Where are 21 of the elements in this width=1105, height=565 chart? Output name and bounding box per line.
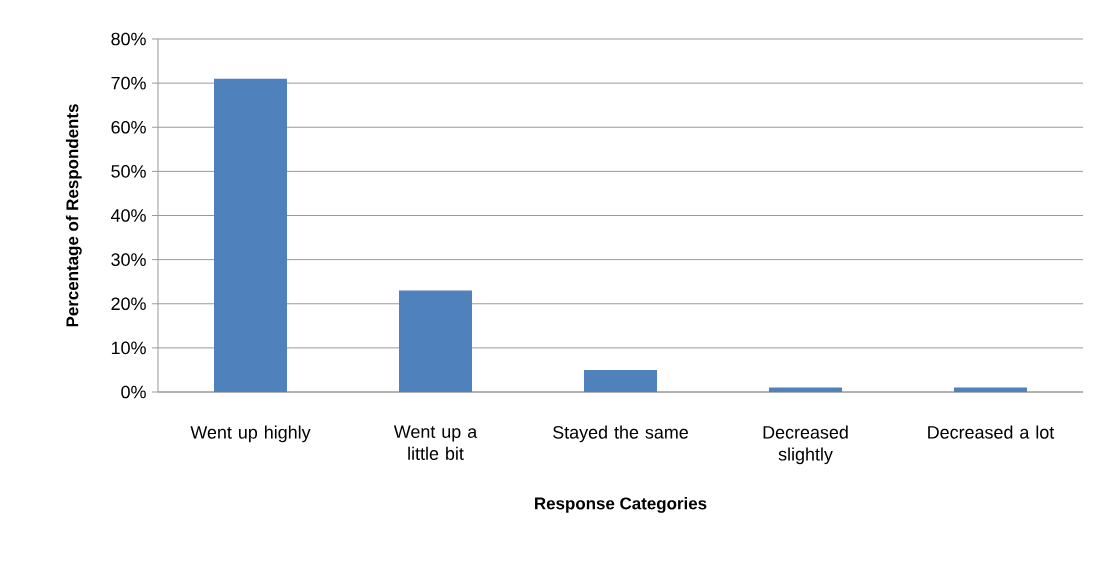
y-tick-label: 10%: [111, 341, 146, 355]
y-tick-label: 80%: [111, 32, 146, 46]
bar: [954, 387, 1028, 392]
bar: [214, 78, 287, 392]
y-tick-label: 40%: [110, 209, 146, 222]
y-axis-title: Percentage of Respondents: [65, 104, 82, 327]
y-tick-label: 20%: [111, 297, 146, 311]
y-tick-label: 60%: [111, 120, 146, 134]
x-tick-label: Decreased a lot: [928, 425, 1055, 439]
bar: [399, 290, 472, 392]
x-tick-label: Went up highly: [190, 425, 311, 443]
x-axis-title: Response Categories: [535, 497, 707, 513]
y-tick-label: 50%: [111, 165, 146, 178]
x-tick-label: Decreased slightly: [763, 425, 848, 465]
y-tick-label: 70%: [111, 76, 146, 90]
bar: [584, 369, 658, 392]
x-tick-label: Stayed the same: [553, 425, 688, 443]
y-tick-label: 0%: [121, 385, 146, 399]
y-tick-label: 30%: [111, 253, 146, 266]
x-tick-label: Went up a little bit: [393, 425, 478, 460]
bar: [769, 387, 843, 392]
